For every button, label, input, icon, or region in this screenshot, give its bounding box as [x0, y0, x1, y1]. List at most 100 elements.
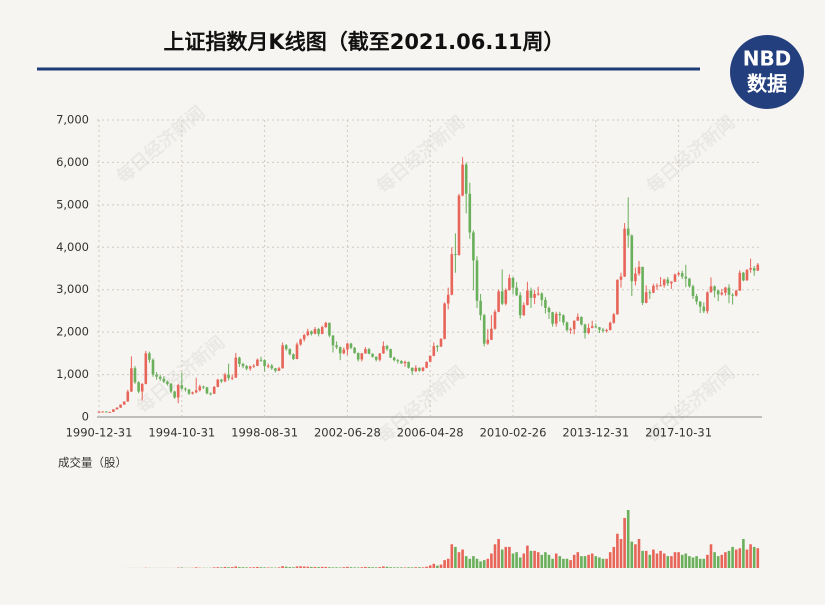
candle-body — [716, 290, 720, 295]
volume-bar — [515, 552, 518, 568]
volume-bar — [583, 556, 587, 568]
volume-bar — [497, 539, 500, 568]
volume-bar — [594, 556, 598, 568]
candle-body — [583, 324, 587, 333]
volume-bar — [738, 548, 742, 568]
x-tick-label: 1998-08-31 — [231, 426, 298, 440]
candle-body — [454, 254, 457, 256]
volume-bar — [562, 558, 565, 568]
candle-body — [464, 164, 468, 194]
candle-body — [601, 329, 605, 331]
volume-bar — [446, 558, 450, 568]
volume-bar — [749, 544, 752, 568]
volume-bar — [742, 539, 745, 568]
candle-body — [472, 232, 475, 261]
candle-body — [518, 295, 522, 316]
volume-bar — [324, 566, 328, 568]
candle-body — [205, 387, 209, 394]
candle-body — [688, 278, 691, 287]
candle-body — [364, 349, 367, 354]
volume-bar — [346, 566, 349, 568]
candle-body — [670, 281, 673, 284]
volume-bar — [396, 567, 400, 568]
volume-bar — [554, 553, 558, 568]
x-tick-label: 1990-12-31 — [66, 426, 133, 440]
candle-body — [482, 315, 486, 344]
candle-body — [101, 411, 104, 413]
candle-body — [493, 311, 497, 329]
candle-body — [234, 357, 238, 378]
candle-body — [396, 360, 400, 362]
volume-bar — [457, 552, 461, 568]
candle-body — [306, 331, 310, 336]
candle-body — [756, 264, 760, 271]
volume-bar — [234, 566, 238, 568]
volume-bar — [634, 544, 637, 568]
candle-body — [576, 316, 580, 321]
candle-body — [266, 365, 270, 367]
volume-bar — [670, 556, 673, 568]
volume-bar — [360, 567, 364, 568]
candle-body — [349, 343, 353, 348]
volume-bar — [313, 566, 317, 568]
volume-bar — [569, 560, 572, 568]
volume-bar — [659, 550, 662, 568]
volume-bar — [328, 567, 331, 568]
volume-bar — [400, 567, 403, 568]
candle-body — [245, 366, 248, 369]
volume-bar — [392, 567, 396, 568]
candle-body — [572, 320, 576, 330]
volume-bar — [695, 556, 698, 568]
candle-body — [313, 329, 317, 334]
candle-body — [745, 269, 749, 281]
candle-body — [673, 274, 677, 282]
y-tick-label: 3,000 — [56, 282, 89, 296]
volume-bar — [734, 549, 738, 568]
candle-body — [554, 313, 558, 324]
candle-body — [155, 374, 158, 377]
volume-bar — [547, 554, 551, 568]
candle-body — [126, 391, 130, 402]
volume-bar — [504, 546, 508, 568]
candle-body — [731, 294, 734, 296]
candle-body — [637, 266, 641, 274]
candle-body — [720, 292, 724, 295]
candle-body — [389, 349, 392, 358]
volume-bar — [277, 567, 281, 568]
candle-body — [475, 260, 479, 301]
candle-body — [562, 315, 565, 323]
candle-body — [277, 368, 281, 371]
candle-body — [436, 346, 439, 348]
volume-bar — [533, 550, 536, 568]
volume-bar — [677, 552, 680, 568]
candle-body — [248, 366, 252, 369]
candle-body — [752, 268, 756, 271]
volume-bar — [713, 552, 716, 568]
candle-body — [508, 277, 511, 290]
y-tick-label: 5,000 — [56, 197, 89, 211]
candle-body — [122, 401, 126, 405]
candle-body — [198, 386, 202, 391]
volume-bar — [306, 566, 310, 568]
logo-badge — [730, 35, 804, 109]
volume-bar — [688, 556, 691, 568]
volume-bar — [551, 558, 554, 568]
volume-bar — [590, 553, 594, 568]
volume-bar — [216, 567, 220, 568]
volume-bar — [335, 567, 338, 568]
candle-body — [176, 385, 180, 398]
volume-bar — [266, 567, 270, 568]
volume-bar — [529, 550, 533, 568]
candle-body — [227, 374, 230, 379]
volume-bar — [623, 517, 626, 568]
candle-body — [335, 345, 338, 348]
candle-body — [486, 339, 490, 344]
candle-body — [684, 276, 688, 279]
candle-body — [461, 164, 464, 196]
volume-bar — [731, 546, 734, 568]
volume-bar — [652, 549, 655, 568]
candle-body — [403, 361, 407, 364]
volume-bar — [230, 567, 234, 568]
volume-bar — [666, 556, 670, 568]
